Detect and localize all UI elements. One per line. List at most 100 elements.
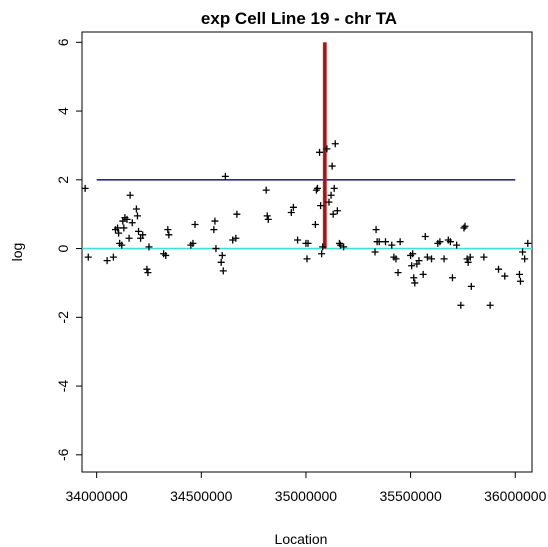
- x-tick-label-0: 34000000: [66, 488, 129, 504]
- data-point-8: [118, 241, 126, 249]
- data-point-30: [191, 221, 199, 228]
- data-point-55: [318, 250, 326, 258]
- data-point-91: [440, 255, 448, 263]
- data-point-68: [371, 248, 379, 256]
- data-point-37: [221, 172, 229, 180]
- data-point-32: [211, 217, 219, 225]
- data-point-82: [411, 279, 419, 287]
- data-point-98: [461, 222, 469, 230]
- data-point-40: [233, 210, 241, 218]
- data-point-100: [464, 258, 472, 266]
- data-point-94: [448, 274, 456, 282]
- data-point-22: [144, 269, 152, 277]
- x-tick-label-3: 35500000: [379, 488, 442, 504]
- data-point-63: [331, 140, 339, 148]
- data-point-71: [375, 238, 383, 246]
- data-point-27: [165, 231, 173, 239]
- data-point-76: [394, 269, 402, 277]
- data-point-109: [519, 248, 527, 256]
- data-point-52: [313, 184, 321, 192]
- data-point-62: [330, 184, 338, 192]
- data-point-54: [317, 202, 325, 210]
- data-point-58: [325, 198, 333, 206]
- data-point-5: [114, 224, 122, 232]
- data-point-18: [135, 227, 143, 235]
- data-point-88: [428, 255, 436, 263]
- x-axis-label: Location: [275, 531, 328, 547]
- data-point-95: [453, 241, 461, 249]
- data-point-73: [388, 241, 396, 249]
- data-point-16: [132, 205, 140, 213]
- data-point-48: [303, 255, 311, 263]
- data-point-36: [219, 267, 227, 275]
- data-point-12: [123, 215, 131, 223]
- data-point-21: [143, 265, 151, 273]
- data-point-26: [164, 226, 172, 234]
- y-tick-label-3: 0: [55, 244, 71, 252]
- data-point-77: [396, 238, 404, 246]
- data-point-1: [84, 253, 92, 261]
- data-point-67: [340, 243, 348, 251]
- data-point-41: [262, 186, 270, 194]
- data-point-14: [126, 191, 134, 199]
- data-point-80: [409, 250, 417, 258]
- data-point-108: [516, 277, 524, 285]
- data-point-15: [128, 219, 136, 227]
- y-axis-label: log: [9, 243, 25, 262]
- data-point-43: [264, 215, 272, 223]
- x-axis: 34000000 34500000 35000000 35500000 36000000: [66, 472, 547, 504]
- data-point-13: [125, 234, 133, 242]
- chart-title: exp Cell Line 19 - chr TA: [201, 9, 397, 28]
- data-point-72: [381, 238, 389, 246]
- y-tick-label-1: 4: [55, 107, 71, 115]
- data-point-64: [333, 207, 341, 215]
- x-tick-label-2: 35000000: [275, 488, 338, 504]
- data-point-81: [410, 274, 418, 282]
- data-point-103: [480, 253, 488, 261]
- data-point-29: [189, 239, 197, 247]
- data-point-75: [392, 255, 400, 263]
- data-point-20: [139, 231, 147, 239]
- data-point-87: [423, 253, 431, 261]
- data-point-85: [419, 270, 427, 278]
- x-tick-label-1: 34500000: [170, 488, 233, 504]
- data-point-90: [436, 238, 444, 246]
- data-point-101: [466, 253, 474, 261]
- data-point-93: [446, 238, 454, 246]
- data-point-60: [328, 162, 336, 170]
- data-point-17: [133, 212, 141, 220]
- data-point-42: [263, 212, 271, 220]
- data-point-59: [327, 191, 335, 199]
- y-tick-label-6: -6: [55, 448, 71, 461]
- data-point-96: [457, 301, 465, 309]
- y-axis: 6 4 2 0 -2 -4 -6: [55, 38, 82, 461]
- data-point-110: [521, 255, 529, 263]
- y-tick-label-5: -4: [55, 380, 71, 393]
- plot-area-frame: [81, 31, 533, 473]
- data-point-86: [421, 233, 429, 241]
- data-point-45: [289, 203, 297, 211]
- data-point-35: [218, 251, 226, 259]
- data-point-111: [524, 239, 532, 247]
- data-point-56: [319, 243, 327, 251]
- data-point-79: [408, 262, 416, 270]
- data-point-57: [323, 145, 331, 153]
- data-point-23: [145, 243, 153, 251]
- data-point-107: [515, 270, 523, 278]
- y-tick-label-0: 6: [55, 38, 71, 46]
- data-point-61: [329, 210, 337, 218]
- data-point-84: [415, 257, 423, 265]
- data-point-106: [501, 272, 509, 280]
- data-points: [81, 140, 532, 309]
- data-point-33: [212, 245, 220, 253]
- data-point-102: [467, 282, 475, 290]
- y-tick-label-4: -2: [55, 311, 71, 324]
- data-point-49: [304, 239, 312, 247]
- data-point-105: [495, 265, 503, 273]
- data-point-31: [210, 226, 218, 234]
- data-point-0: [81, 184, 89, 192]
- data-point-25: [162, 251, 170, 259]
- data-point-34: [217, 258, 225, 266]
- data-point-46: [294, 236, 302, 244]
